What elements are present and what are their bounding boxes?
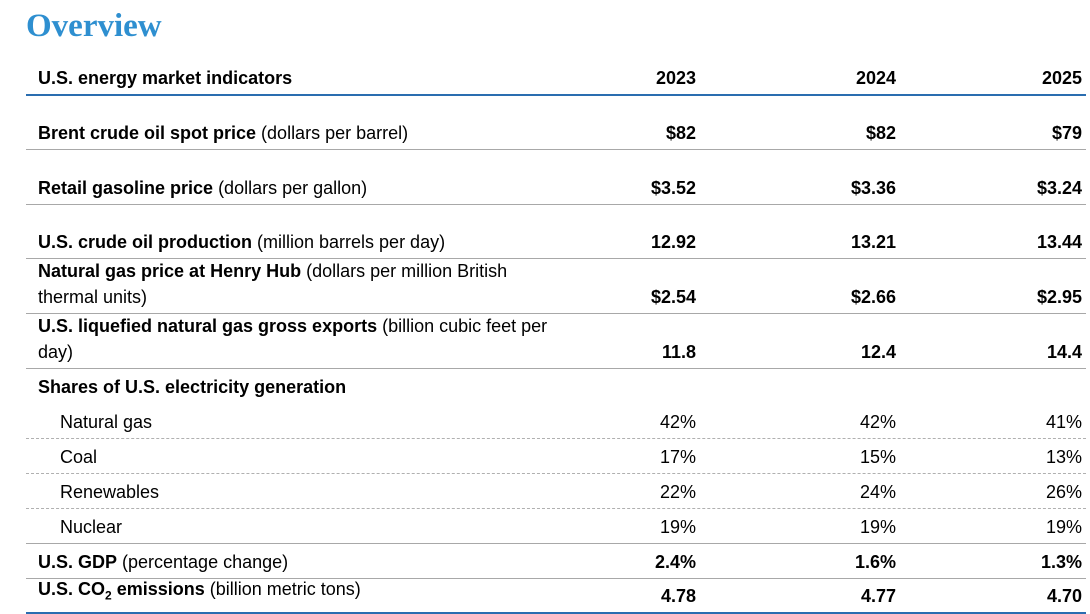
value-2025: 13.44: [1036, 232, 1082, 252]
co2-name-suffix: emissions: [111, 579, 205, 600]
value-2024: 4.77: [860, 586, 896, 606]
row-label-gasoline: Retail gasoline price (dollars per gallo…: [38, 175, 578, 201]
value-2025: $79: [1051, 123, 1082, 143]
row-unit: (million barrels per day): [252, 232, 446, 252]
table-row: Renewables 22% 24% 26%: [26, 474, 1086, 509]
value-2024: $3.36: [850, 178, 896, 198]
table-row: Natural gas price at Henry Hub (dollars …: [26, 259, 1086, 314]
value-2025: $2.95: [1036, 287, 1082, 307]
table-header-row: U.S. energy market indicators 2023 2024 …: [26, 64, 1086, 96]
value-2024: 42%: [859, 412, 896, 432]
table-row: U.S. liquefied natural gas gross exports…: [26, 314, 1086, 369]
row-name: U.S. liquefied natural gas gross exports: [38, 316, 378, 336]
value-2023: $82: [665, 123, 696, 143]
value-2025: $3.24: [1036, 178, 1082, 198]
value-2023: 4.78: [660, 586, 696, 606]
share-label-renewables: Renewables: [60, 482, 160, 502]
value-2024: 19%: [859, 517, 896, 537]
row-name: Retail gasoline price: [38, 178, 214, 198]
value-2023: 19%: [659, 517, 696, 537]
header-year-2023: 2023: [655, 68, 696, 88]
row-unit: (billion cubic feet per day): [38, 316, 548, 362]
share-label-natural-gas: Natural gas: [60, 412, 153, 432]
value-2024: $2.66: [850, 287, 896, 307]
table-row-section-heading: Shares of U.S. electricity generation: [26, 369, 1086, 403]
row-label-crude-production: U.S. crude oil production (million barre…: [38, 229, 578, 255]
row-name: U.S. crude oil production: [38, 232, 253, 252]
row-label-lng-exports: U.S. liquefied natural gas gross exports…: [38, 313, 558, 365]
row-label-henry-hub: Natural gas price at Henry Hub (dollars …: [38, 258, 558, 310]
row-unit: (percentage change): [117, 552, 289, 572]
co2-name-prefix: U.S. CO: [38, 579, 106, 600]
table-row: Coal 17% 15% 13%: [26, 439, 1086, 474]
page-title: Overview: [26, 8, 162, 44]
value-2025: 19%: [1045, 517, 1082, 537]
row-unit: (dollars per gallon): [213, 178, 368, 198]
value-2024: 13.21: [850, 232, 896, 252]
co2-subscript: 2: [105, 589, 112, 603]
row-unit: (dollars per million British thermal uni…: [38, 261, 508, 307]
row-label-gdp: U.S. GDP (percentage change): [38, 549, 578, 575]
table-row: Brent crude oil spot price (dollars per …: [26, 96, 1086, 150]
value-2024: 15%: [859, 447, 896, 467]
shares-heading: Shares of U.S. electricity generation: [38, 377, 347, 397]
value-2023: 42%: [659, 412, 696, 432]
row-unit: (billion metric tons): [204, 579, 361, 600]
share-label-coal: Coal: [60, 447, 98, 467]
row-label-brent: Brent crude oil spot price (dollars per …: [38, 120, 578, 146]
value-2024: 12.4: [860, 342, 896, 362]
header-year-2024: 2024: [855, 68, 896, 88]
indicators-table: U.S. energy market indicators 2023 2024 …: [26, 64, 1086, 614]
row-name: Natural gas price at Henry Hub: [38, 261, 302, 281]
value-2025: 13%: [1045, 447, 1082, 467]
value-2023: 11.8: [661, 342, 696, 362]
row-name: Brent crude oil spot price: [38, 123, 257, 143]
value-2023: $3.52: [650, 178, 696, 198]
value-2024: $82: [865, 123, 896, 143]
value-2025: 41%: [1045, 412, 1082, 432]
value-2023: 2.4%: [654, 552, 696, 572]
value-2025: 1.3%: [1040, 552, 1082, 572]
table-row: Nuclear 19% 19% 19%: [26, 509, 1086, 544]
table-row: U.S. CO2 emissions (billion metric tons)…: [26, 579, 1086, 614]
row-label-co2: U.S. CO2 emissions (billion metric tons): [38, 576, 578, 609]
value-2023: 17%: [659, 447, 696, 467]
value-2024: 1.6%: [854, 552, 896, 572]
value-2025: 14.4: [1046, 342, 1082, 362]
table-row: U.S. GDP (percentage change) 2.4% 1.6% 1…: [26, 544, 1086, 579]
table-row: U.S. crude oil production (million barre…: [26, 205, 1086, 259]
table-row: Retail gasoline price (dollars per gallo…: [26, 150, 1086, 205]
row-unit: (dollars per barrel): [256, 123, 409, 143]
value-2025: 4.70: [1046, 586, 1082, 606]
value-2024: 24%: [859, 482, 896, 502]
row-name: U.S. CO2 emissions: [38, 579, 205, 603]
row-name: U.S. GDP: [38, 552, 118, 572]
value-2023: 22%: [659, 482, 696, 502]
value-2023: 12.92: [650, 232, 696, 252]
value-2025: 26%: [1045, 482, 1082, 502]
value-2023: $2.54: [650, 287, 696, 307]
share-label-nuclear: Nuclear: [60, 517, 123, 537]
header-year-2025: 2025: [1041, 68, 1082, 88]
header-label: U.S. energy market indicators: [38, 68, 293, 88]
table-row: Natural gas 42% 42% 41%: [26, 403, 1086, 439]
